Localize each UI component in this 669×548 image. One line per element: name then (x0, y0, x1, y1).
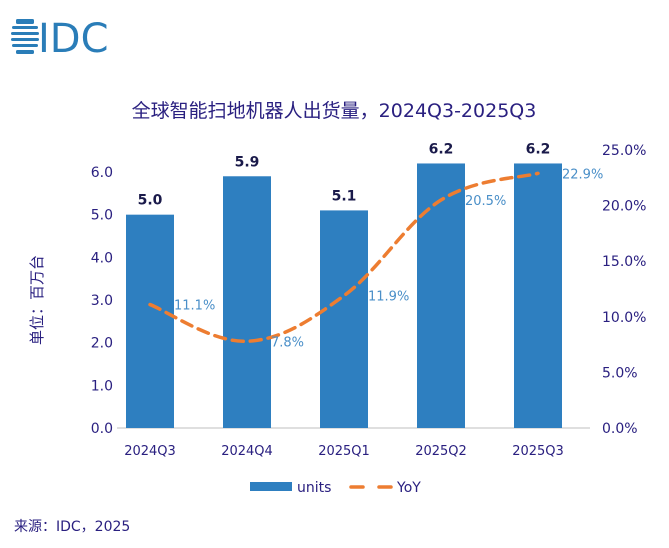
legend: units YoY (250, 480, 421, 496)
bar-data-label: 5.1 (332, 188, 357, 204)
yoy-data-label: 7.8% (271, 335, 304, 350)
x-tick-label: 2025Q1 (318, 444, 370, 459)
source-note: 来源：IDC，2025 (14, 519, 130, 535)
left-tick-label: 4.0 (91, 250, 113, 266)
x-tick-label: 2024Q4 (221, 444, 273, 459)
y-axis-label: 单位：百万台 (28, 255, 46, 345)
bar-data-label: 6.2 (429, 141, 454, 157)
logo-text: IDC (38, 16, 109, 62)
bar-2025Q2 (417, 163, 465, 428)
bar-2024Q3 (126, 214, 174, 428)
right-tick-label: 25.0% (602, 143, 646, 159)
logo-stripe (16, 19, 34, 24)
bar-2025Q1 (320, 210, 368, 428)
left-tick-label: 1.0 (91, 378, 113, 394)
logo-globe-icon (11, 19, 39, 54)
right-tick-label: 5.0% (602, 365, 638, 381)
legend-units-label: units (297, 480, 331, 496)
logo-stripe (11, 32, 39, 35)
x-tick-label: 2025Q3 (512, 444, 564, 459)
bar-2024Q4 (223, 176, 271, 428)
legend-units-swatch (250, 482, 292, 491)
yoy-data-label: 20.5% (465, 194, 506, 209)
right-tick-label: 15.0% (602, 254, 646, 270)
logo-stripe (11, 38, 39, 41)
logo-stripe (16, 50, 34, 54)
yoy-line (148, 171, 540, 344)
left-tick-label: 5.0 (91, 208, 113, 224)
bar-data-label: 5.0 (138, 193, 163, 209)
yoy-data-label: 11.9% (368, 290, 409, 305)
legend-yoy-label: YoY (396, 480, 421, 496)
logo-stripe (12, 26, 38, 29)
yoy-data-label: 11.1% (174, 299, 215, 314)
left-tick-label: 3.0 (91, 293, 113, 309)
x-tick-label: 2024Q3 (124, 444, 176, 459)
logo-stripe (12, 44, 38, 47)
bar-2025Q3 (514, 163, 562, 428)
bar-data-label: 5.9 (235, 154, 260, 170)
left-tick-label: 0.0 (91, 421, 113, 437)
left-tick-label: 6.0 (91, 165, 113, 181)
chart-title: 全球智能扫地机器人出货量，2024Q3-2025Q3 (132, 100, 537, 122)
left-tick-label: 2.0 (91, 336, 113, 352)
x-tick-label: 2025Q2 (415, 444, 467, 459)
right-tick-label: 0.0% (602, 421, 638, 437)
right-tick-label: 20.0% (602, 199, 646, 215)
bar-data-label: 6.2 (526, 141, 551, 157)
right-tick-label: 10.0% (602, 310, 646, 326)
idc-logo: IDC (11, 16, 109, 62)
yoy-data-label: 22.9% (562, 167, 603, 182)
